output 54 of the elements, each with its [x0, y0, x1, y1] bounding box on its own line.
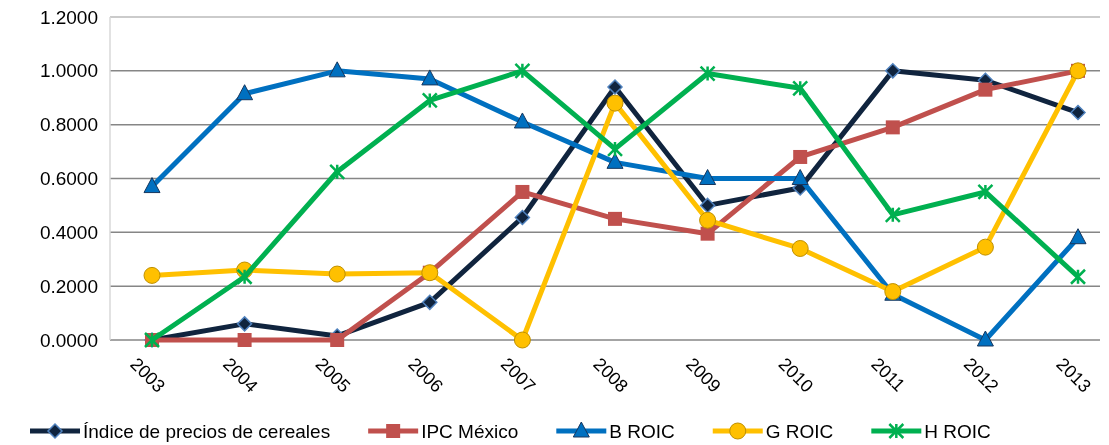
point — [514, 62, 531, 80]
point — [699, 65, 716, 82]
point — [143, 177, 161, 194]
point — [236, 84, 254, 101]
point — [328, 265, 346, 283]
point — [330, 333, 345, 347]
legend-label: H ROIC — [924, 421, 991, 442]
point — [885, 120, 900, 135]
legend-label: Índice de precios de cereales — [83, 421, 331, 442]
point — [606, 94, 624, 112]
point — [1069, 268, 1087, 285]
point — [884, 206, 902, 224]
point — [236, 316, 253, 332]
point — [422, 294, 438, 311]
point — [421, 69, 439, 86]
point — [143, 266, 161, 284]
point — [328, 163, 346, 181]
point — [421, 92, 439, 109]
point — [1070, 104, 1086, 121]
point — [237, 333, 252, 347]
point — [606, 152, 624, 169]
point — [791, 80, 809, 97]
y-tick-label: 0.8000 — [39, 114, 98, 136]
y-tick-label: 1.2000 — [39, 6, 98, 28]
point — [976, 238, 994, 256]
point — [885, 63, 901, 79]
point — [791, 239, 809, 257]
point — [978, 82, 993, 97]
point — [328, 61, 346, 78]
legend-label: B ROIC — [609, 421, 675, 442]
point — [513, 331, 531, 349]
y-tick-label: 0.6000 — [39, 168, 98, 190]
legend-label: G ROIC — [765, 421, 834, 442]
legend-label: IPC México — [421, 421, 519, 442]
point — [699, 211, 717, 229]
point — [977, 183, 994, 201]
point — [791, 169, 809, 185]
point — [976, 330, 994, 347]
point — [514, 209, 531, 226]
point — [515, 184, 530, 199]
y-tick-label: 0.0000 — [39, 329, 98, 351]
y-tick-label: 1.0000 — [39, 60, 98, 82]
point — [699, 197, 716, 214]
point — [700, 226, 715, 241]
point — [236, 268, 253, 285]
point — [793, 149, 808, 164]
point — [1069, 228, 1087, 245]
point — [699, 169, 717, 185]
y-tick-label: 0.2000 — [39, 275, 98, 297]
point — [607, 79, 623, 95]
point — [606, 140, 624, 158]
point — [513, 112, 531, 129]
point — [608, 211, 622, 226]
y-tick-label: 0.4000 — [39, 221, 98, 243]
